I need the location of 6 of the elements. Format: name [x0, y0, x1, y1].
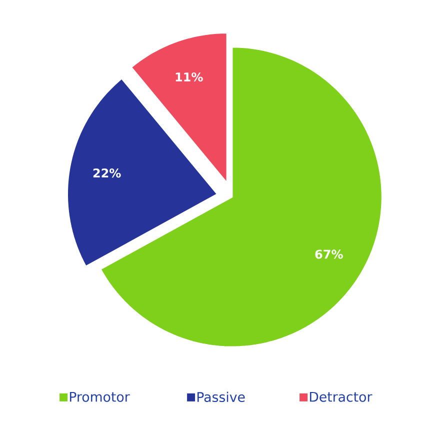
data-label: 22% — [93, 168, 121, 178]
data-label: 67% — [315, 250, 343, 259]
legend-label: Passive — [197, 392, 245, 402]
legend-label: Promotor — [70, 392, 130, 402]
legend-label: Detractor — [310, 392, 372, 402]
data-label: 11% — [176, 72, 203, 82]
